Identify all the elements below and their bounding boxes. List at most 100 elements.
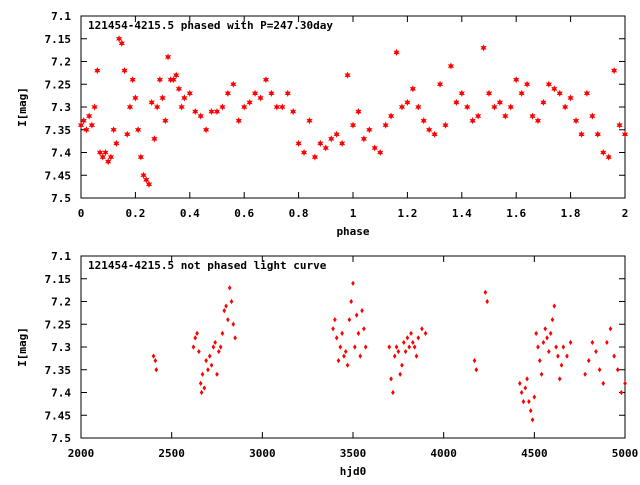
data-point: [224, 303, 228, 309]
y-tick-label: 7.3: [51, 101, 71, 114]
data-point: [336, 358, 341, 364]
data-point: [568, 339, 573, 346]
y-tick-label: 7.25: [45, 78, 72, 91]
data-point: [409, 330, 413, 336]
data-point: [447, 62, 455, 70]
data-point: [343, 348, 348, 355]
data-point: [251, 89, 259, 97]
data-point: [186, 89, 193, 97]
data-point: [191, 344, 196, 350]
data-point: [572, 117, 580, 125]
data-point: [387, 344, 392, 350]
x-tick-label: 4500: [521, 447, 548, 460]
x-tick-label: 3500: [340, 447, 367, 460]
x-tick-label: 1.6: [506, 207, 526, 220]
data-point: [360, 308, 364, 314]
data-point: [407, 344, 412, 350]
data-point: [88, 121, 95, 129]
y-tick-label: 7.1: [51, 250, 71, 263]
data-point: [216, 348, 221, 355]
panel-1: 0 0.2 0.4 0.6 0.8 1 1.2 1.4 1.6 1.8 2 7.1 7.15 7.2 7.2…: [16, 10, 628, 238]
data-point: [222, 308, 227, 314]
data-point: [362, 326, 366, 332]
data-point: [552, 303, 557, 309]
y-tick-label: 7.35: [45, 364, 72, 377]
data-point: [107, 153, 115, 161]
data-point: [567, 94, 574, 102]
data-point: [612, 353, 616, 359]
y-tick-label: 7.25: [45, 318, 72, 331]
data-point: [360, 135, 367, 143]
data-point: [391, 389, 395, 396]
data-point: [559, 362, 564, 368]
x-tick-label: 4000: [430, 447, 457, 460]
data-point: [578, 130, 585, 138]
data-point: [284, 89, 291, 97]
data-point: [317, 139, 324, 147]
data-point: [537, 358, 542, 364]
data-point: [545, 80, 552, 88]
x-tick-label: 2500: [158, 447, 185, 460]
data-point: [355, 107, 362, 116]
data-point: [154, 367, 159, 373]
data-point: [219, 103, 226, 111]
data-point: [611, 67, 618, 75]
data-point: [135, 126, 142, 134]
data-point: [423, 330, 428, 336]
x-tick-label: 3000: [249, 447, 276, 460]
data-point: [167, 76, 174, 84]
data-point: [557, 376, 562, 382]
data-point: [257, 94, 264, 102]
data-point: [132, 94, 139, 102]
data-point: [539, 371, 544, 377]
data-point: [405, 335, 410, 341]
x-tick-label: 0.6: [234, 207, 254, 220]
data-point: [198, 380, 203, 386]
data-point: [389, 376, 393, 382]
data-point: [536, 344, 540, 350]
data-point: [193, 335, 198, 341]
data-point: [392, 353, 397, 359]
data-points: [77, 35, 629, 188]
data-point: [415, 103, 422, 111]
data-point: [220, 330, 225, 336]
data-point: [605, 339, 609, 346]
x-tick-label: 1.8: [561, 207, 581, 220]
data-point: [145, 180, 153, 188]
y-tick-label: 7.15: [45, 33, 72, 46]
data-point: [540, 98, 547, 107]
data-point: [151, 353, 156, 359]
y-tick-label: 7.35: [45, 124, 72, 137]
data-point: [541, 339, 546, 346]
data-point: [594, 348, 598, 355]
data-point: [213, 107, 221, 116]
data-point: [485, 89, 493, 97]
data-point: [608, 326, 613, 332]
data-point: [209, 362, 214, 368]
x-tick-label: 1.2: [397, 207, 417, 220]
data-point: [597, 367, 602, 373]
data-point: [550, 317, 555, 323]
plot-title: 121454-4215.5 phased with P=247.30day: [88, 19, 333, 32]
data-point: [273, 103, 280, 111]
data-point: [412, 344, 417, 350]
data-point: [153, 358, 158, 364]
data-point: [230, 80, 237, 88]
y-tick-label: 7.2: [51, 56, 71, 69]
data-point: [175, 85, 183, 93]
data-point: [226, 317, 230, 323]
data-point: [431, 130, 438, 138]
data-point: [99, 153, 106, 161]
data-point: [404, 98, 411, 107]
data-point: [129, 76, 136, 84]
data-point: [565, 353, 569, 359]
data-point: [200, 371, 205, 377]
data-point: [295, 139, 302, 147]
data-point: [121, 67, 128, 75]
data-point: [403, 348, 408, 355]
data-point: [206, 367, 210, 373]
y-tick-label: 7.45: [45, 409, 72, 422]
data-point: [354, 312, 359, 318]
data-point: [556, 353, 560, 359]
